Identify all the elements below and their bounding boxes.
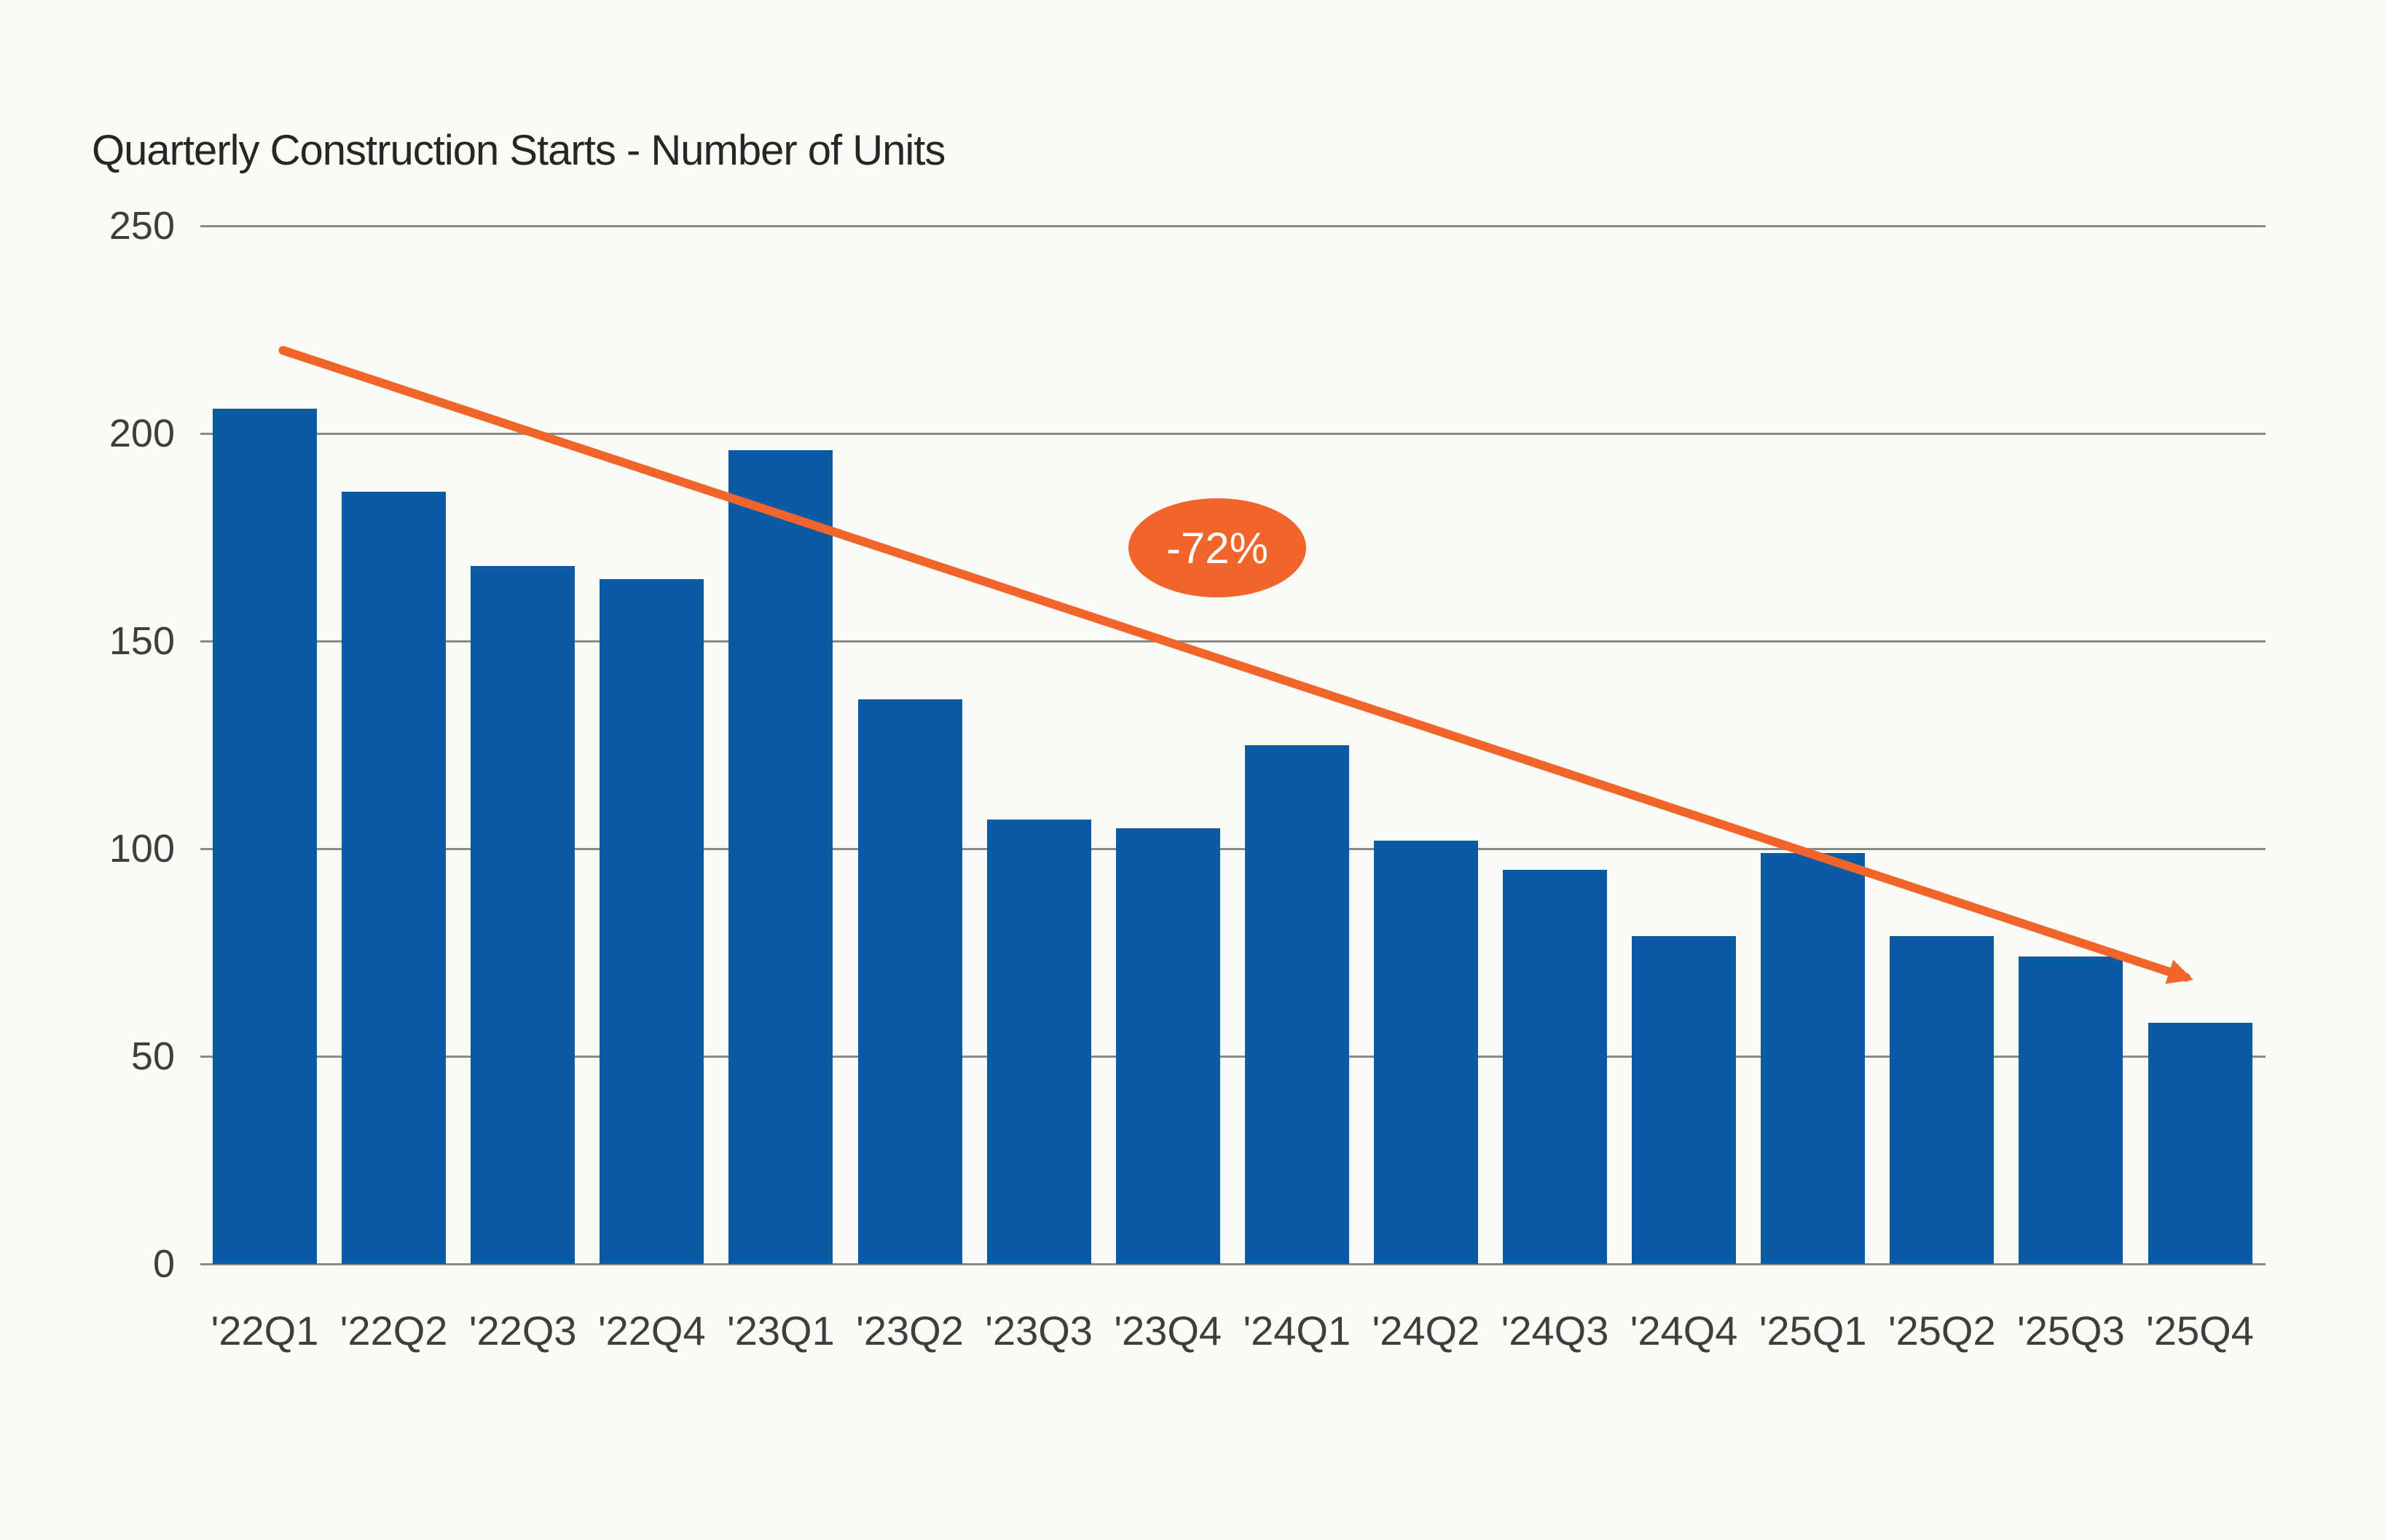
bar-'22Q3 (471, 566, 575, 1264)
x-axis-category-label: '24Q2 (1372, 1308, 1480, 1354)
bar-'24Q2 (1373, 840, 1478, 1264)
x-axis-category-label: '22Q4 (597, 1308, 706, 1354)
bar-'22Q2 (342, 491, 447, 1264)
x-axis-category-label: '23Q3 (985, 1308, 1093, 1354)
x-axis-category-label: '25Q1 (1759, 1308, 1867, 1354)
chart-title: Quarterly Construction Starts - Number o… (92, 126, 946, 174)
x-axis-category-label: '22Q1 (211, 1308, 319, 1354)
bar-'23Q3 (986, 820, 1091, 1264)
bar-'25Q3 (2019, 956, 2123, 1264)
y-axis-tick-label: 100 (109, 827, 175, 871)
x-axis-category-label: '25Q2 (1887, 1308, 1996, 1354)
bar-'23Q2 (857, 699, 962, 1264)
gridline-250 (200, 224, 2266, 227)
bar-'24Q4 (1632, 935, 1737, 1264)
y-axis-tick-label: 150 (109, 619, 175, 663)
gridline-0 (200, 1262, 2266, 1265)
x-axis-category-label: '23Q4 (1114, 1308, 1222, 1354)
y-axis-tick-label: 0 (152, 1242, 175, 1286)
bar-'25Q2 (1890, 935, 1995, 1264)
bar-'22Q4 (600, 578, 704, 1264)
bar-'25Q1 (1761, 852, 1866, 1264)
y-axis-tick-label: 50 (130, 1034, 175, 1078)
x-axis-category-label: '22Q3 (468, 1308, 577, 1354)
y-axis-tick-label: 200 (109, 412, 175, 455)
x-axis-category-label: '24Q4 (1630, 1308, 1738, 1354)
bar-'22Q1 (213, 408, 317, 1264)
bar-'23Q4 (1115, 828, 1220, 1264)
bar-'24Q1 (1244, 745, 1349, 1264)
x-axis-category-label: '23Q2 (856, 1308, 964, 1354)
x-axis-category-label: '24Q1 (1243, 1308, 1351, 1354)
x-axis-category-label: '25Q4 (2146, 1308, 2254, 1354)
y-axis-tick-label: 250 (109, 204, 175, 248)
bar-'25Q4 (2148, 1023, 2252, 1264)
x-axis-category-label: '24Q3 (1501, 1308, 1609, 1354)
bar-'24Q3 (1503, 869, 1607, 1264)
gridline-50 (200, 1055, 2266, 1058)
x-axis-category-label: '25Q3 (2017, 1308, 2125, 1354)
x-axis-category-label: '23Q1 (727, 1308, 835, 1354)
bar-'23Q1 (728, 449, 833, 1264)
x-axis-category-label: '22Q2 (339, 1308, 448, 1354)
